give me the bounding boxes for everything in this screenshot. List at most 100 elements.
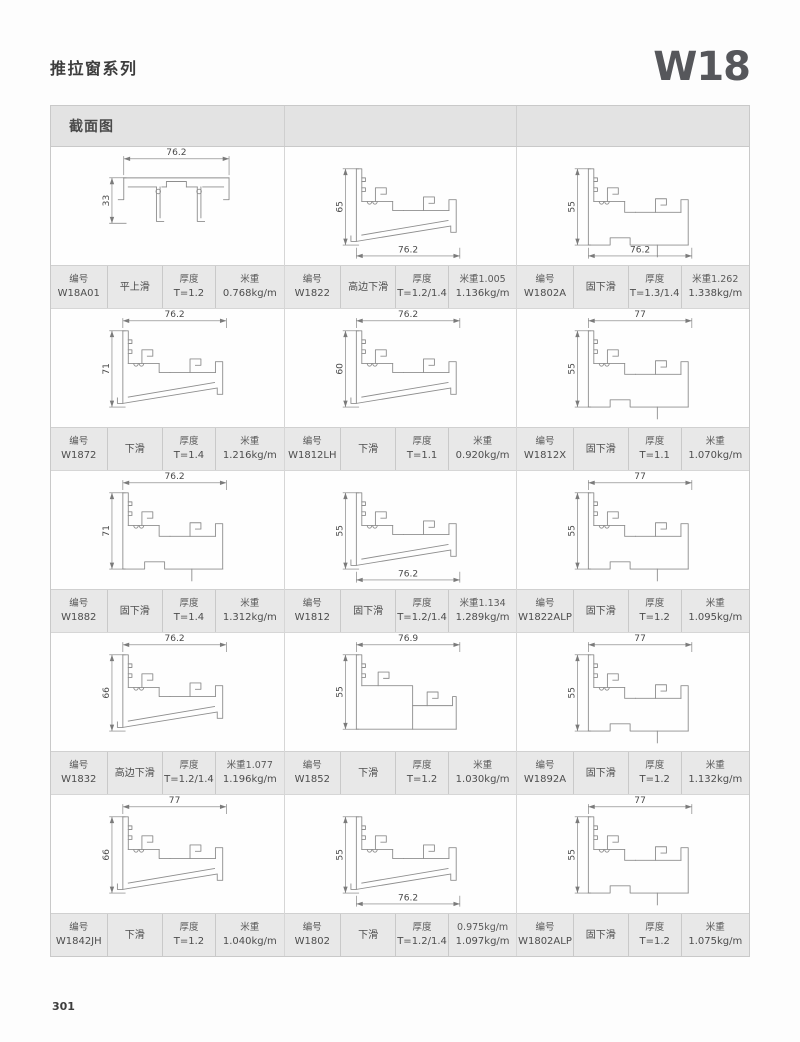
svg-text:76.9: 76.9 bbox=[398, 634, 418, 644]
page-number: 301 bbox=[52, 1000, 75, 1013]
type-value: 固下滑 bbox=[353, 605, 384, 617]
code-value: W1882 bbox=[61, 611, 97, 623]
type-value: 固下滑 bbox=[585, 605, 616, 617]
type-value: 固下滑 bbox=[585, 281, 616, 293]
type-cell: 固下滑 bbox=[572, 428, 628, 470]
profile-section-drawing: 76.2 55 bbox=[335, 492, 460, 583]
code-cell: 编号 W1842JH bbox=[51, 914, 107, 956]
thickness-cell: 厚度 T=1.4 bbox=[162, 428, 215, 470]
weight-line2: 1.095kg/m bbox=[688, 611, 743, 623]
thickness-value: T=1.2 bbox=[173, 935, 205, 947]
type-cell: 固下滑 bbox=[572, 914, 628, 956]
thickness-label: 厚度 bbox=[412, 274, 432, 286]
profile-grid: 76.2 33 编号 W18A01 平上滑 厚度 T=1.2 米重 0.768kg… bbox=[51, 147, 749, 956]
weight-line1: 0.975kg/m bbox=[457, 922, 509, 934]
weight-cell: 米重 1.030kg/m bbox=[447, 752, 517, 794]
thickness-cell: 厚度 T=1.2/1.4 bbox=[395, 914, 448, 956]
weight-cell: 米重 1.075kg/m bbox=[680, 914, 749, 956]
thickness-label: 厚度 bbox=[645, 274, 665, 286]
thickness-value: T=1.2 bbox=[639, 611, 670, 623]
weight-line2: 1.030kg/m bbox=[455, 773, 510, 785]
svg-text:76.2: 76.2 bbox=[164, 634, 184, 644]
thickness-cell: 厚度 T=1.2 bbox=[162, 914, 215, 956]
svg-text:55: 55 bbox=[568, 687, 578, 699]
type-cell: 固下滑 bbox=[572, 752, 628, 794]
code-value: W1842JH bbox=[55, 935, 102, 947]
svg-text:55: 55 bbox=[568, 849, 578, 861]
weight-line2: 1.312kg/m bbox=[222, 611, 277, 623]
profile-section-drawing: 77 55 bbox=[568, 796, 693, 906]
weight-line1: 米重 bbox=[240, 598, 260, 610]
code-value: W1822 bbox=[294, 287, 330, 299]
profile-cell: 76.2 66 编号 W1832 高边下滑 厚度 T=1.2/1.4 米重1.07… bbox=[51, 632, 284, 794]
thickness-cell: 厚度 T=1.3/1.4 bbox=[627, 266, 681, 308]
section-header-spacer bbox=[283, 106, 517, 146]
profile-info-table: 编号 W1882 固下滑 厚度 T=1.4 米重 1.312kg/m bbox=[51, 589, 284, 632]
type-cell: 下滑 bbox=[339, 752, 396, 794]
code-label: 编号 bbox=[69, 922, 89, 934]
type-cell: 高边下滑 bbox=[339, 266, 396, 308]
code-cell: 编号 W18A01 bbox=[51, 266, 107, 308]
profile-section-drawing: 76.2 55 bbox=[335, 816, 460, 907]
profile-section-drawing: 77 55 bbox=[568, 634, 693, 744]
thickness-cell: 厚度 T=1.4 bbox=[162, 590, 215, 632]
svg-text:66: 66 bbox=[102, 687, 112, 699]
type-value: 平上滑 bbox=[119, 281, 150, 293]
profile-section-drawing: 77 55 bbox=[568, 472, 693, 582]
code-value: W1812LH bbox=[288, 449, 337, 461]
type-cell: 固下滑 bbox=[106, 590, 163, 632]
svg-text:77: 77 bbox=[635, 472, 647, 482]
code-cell: 编号 W1892A bbox=[517, 752, 573, 794]
thickness-cell: 厚度 T=1.2 bbox=[395, 752, 448, 794]
code-label: 编号 bbox=[69, 274, 89, 286]
series-title: 推拉窗系列 bbox=[50, 59, 138, 78]
code-label: 编号 bbox=[535, 598, 555, 610]
profile-info-table: 编号 W1812LH 下滑 厚度 T=1.1 米重 0.920kg/m bbox=[284, 427, 517, 470]
weight-line2: 0.768kg/m bbox=[222, 287, 277, 299]
thickness-cell: 厚度 T=1.2 bbox=[627, 752, 681, 794]
weight-cell: 米重 1.070kg/m bbox=[680, 428, 749, 470]
code-cell: 编号 W1812 bbox=[284, 590, 340, 632]
thickness-value: T=1.2 bbox=[406, 773, 438, 785]
svg-text:76.2: 76.2 bbox=[398, 569, 418, 579]
code-label: 编号 bbox=[69, 760, 89, 772]
type-value: 高边下滑 bbox=[114, 767, 155, 779]
code-value: W1872 bbox=[61, 449, 97, 461]
profile-info-table: 编号 W1892A 固下滑 厚度 T=1.2 米重 1.132kg/m bbox=[517, 751, 749, 794]
weight-line2: 1.136kg/m bbox=[455, 287, 510, 299]
code-value: W1802ALP bbox=[518, 935, 572, 947]
weight-cell: 米重 0.920kg/m bbox=[447, 428, 517, 470]
thickness-value: T=1.2/1.4 bbox=[397, 935, 447, 947]
code-label: 编号 bbox=[535, 436, 555, 448]
type-cell: 固下滑 bbox=[339, 590, 396, 632]
svg-text:76.2: 76.2 bbox=[164, 472, 184, 482]
thickness-cell: 厚度 T=1.2/1.4 bbox=[395, 266, 448, 308]
thickness-cell: 厚度 T=1.2/1.4 bbox=[395, 590, 448, 632]
section-header-title: 截面图 bbox=[69, 119, 114, 135]
profile-cell: 77 55 编号 W1822ALP 固下滑 厚度 T=1.2 米重 1.095kg… bbox=[516, 470, 749, 632]
thickness-label: 厚度 bbox=[412, 760, 432, 772]
code-value: W1812 bbox=[294, 611, 330, 623]
thickness-label: 厚度 bbox=[412, 598, 432, 610]
thickness-value: T=1.2 bbox=[639, 935, 670, 947]
code-label: 编号 bbox=[302, 760, 322, 772]
profile-section-drawing: 76.2 66 bbox=[102, 634, 227, 732]
code-label: 编号 bbox=[69, 436, 89, 448]
svg-text:60: 60 bbox=[335, 363, 345, 375]
weight-line1: 米重 bbox=[240, 274, 260, 286]
profile-cell: 76.2 55 编号 W1812 固下滑 厚度 T=1.2/1.4 米重1.134… bbox=[283, 470, 517, 632]
weight-cell: 米重1.262 1.338kg/m bbox=[680, 266, 749, 308]
thickness-cell: 厚度 T=1.2 bbox=[627, 590, 681, 632]
section-table: 截面图 76.2 33 编号 W18A01 平上滑 厚度 T=1.2 米重 0.7… bbox=[50, 105, 750, 957]
thickness-label: 厚度 bbox=[179, 760, 199, 772]
profile-info-table: 编号 W1812 固下滑 厚度 T=1.2/1.4 米重1.134 1.289k… bbox=[284, 589, 517, 632]
code-label: 编号 bbox=[302, 598, 322, 610]
weight-cell: 米重1.005 1.136kg/m bbox=[447, 266, 517, 308]
weight-line2: 1.070kg/m bbox=[688, 449, 743, 461]
thickness-label: 厚度 bbox=[412, 922, 432, 934]
svg-text:55: 55 bbox=[335, 686, 345, 698]
type-value: 下滑 bbox=[358, 929, 379, 941]
weight-line1: 米重1.005 bbox=[459, 274, 506, 286]
weight-line2: 1.196kg/m bbox=[222, 773, 277, 785]
